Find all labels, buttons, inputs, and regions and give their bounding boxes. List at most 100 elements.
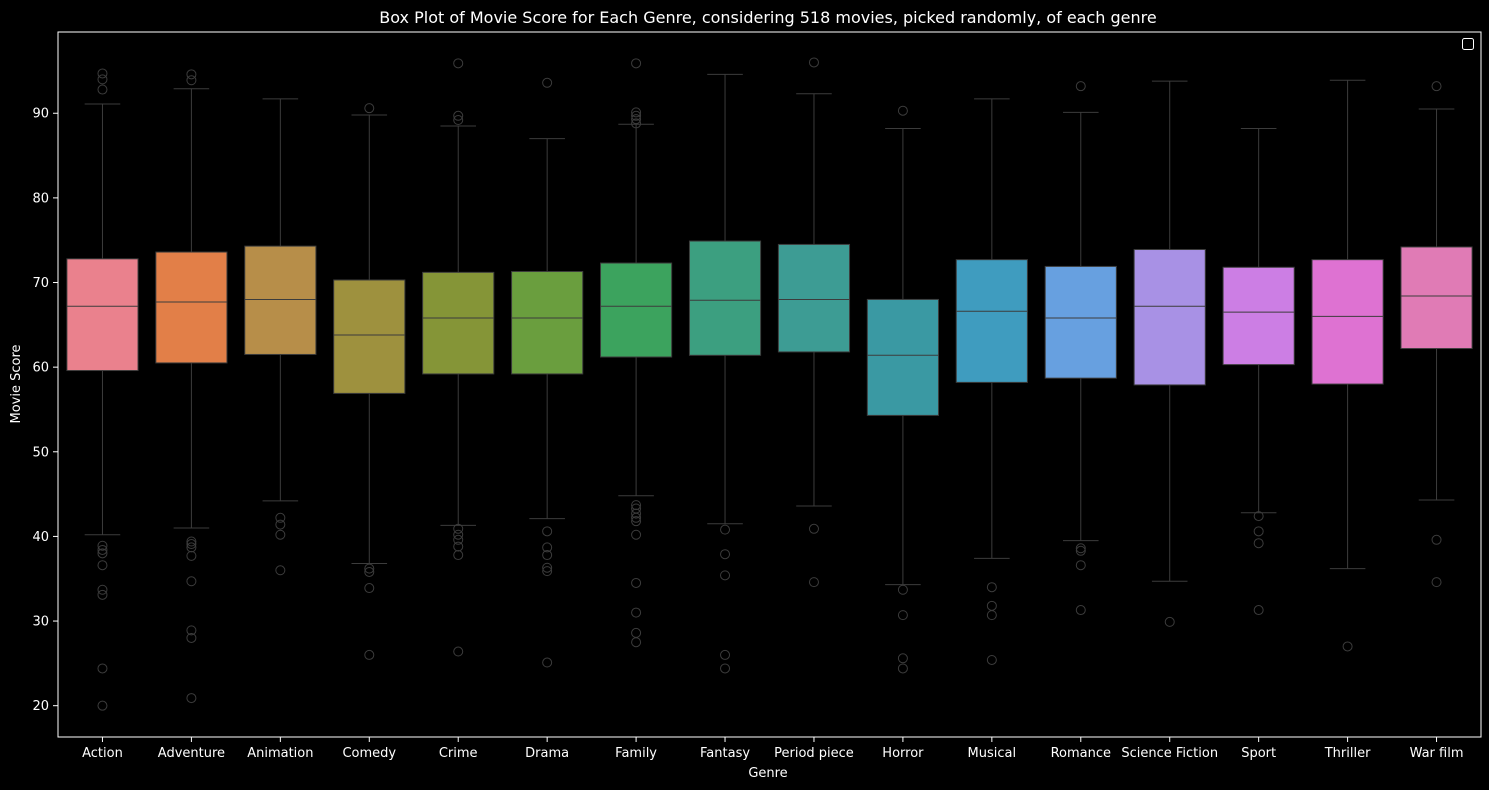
outlier-point [364,563,375,574]
outlier-point [97,560,108,571]
iqr-box [955,259,1028,383]
outlier-point [1253,605,1264,616]
iqr-box [1044,265,1117,379]
outlier-point [186,536,197,547]
outlier-point [631,577,642,588]
iqr-box [1311,259,1384,385]
outlier-point [542,77,553,88]
iqr-box [511,271,584,375]
x-tick-label: Crime [439,746,478,761]
outlier-point [186,576,197,587]
outlier-point [97,540,108,551]
outlier-point [631,512,642,523]
y-tick-label: 50 [32,445,49,460]
outlier-point [186,550,197,561]
outlier-point [364,566,375,577]
outlier-point [453,115,464,126]
outlier-point [186,632,197,643]
box-action [66,68,139,711]
x-tick-label: Sport [1241,746,1276,761]
box-animation [244,98,317,576]
outlier-point [720,663,731,674]
outlier-point [631,500,642,511]
outlier-point [631,516,642,527]
outlier-point [808,523,819,534]
outlier-point [1075,545,1086,556]
outlier-point [897,653,908,664]
outlier-point [186,75,197,86]
outlier-point [631,58,642,69]
outlier-point [1431,81,1442,92]
outlier-point [897,584,908,595]
iqr-box [244,245,317,355]
outlier-point [720,524,731,535]
chart-title: Box Plot of Movie Score for Each Genre, … [379,8,1156,27]
y-tick-label: 70 [32,276,49,291]
outlier-point [631,529,642,540]
outlier-point [1075,605,1086,616]
outlier-point [1431,534,1442,545]
box-thriller [1311,79,1384,652]
outlier-point [275,565,286,576]
outlier-point [1075,543,1086,554]
outlier-point [631,508,642,519]
outlier-point [897,610,908,621]
outlier-point [275,519,286,530]
outlier-point [453,646,464,657]
outlier-point [986,654,997,665]
iqr-box [777,243,851,353]
legend-box [1462,38,1474,50]
box-horror [866,105,939,674]
outlier-point [986,582,997,593]
iqr-box [600,262,673,358]
outlier-point [453,523,464,534]
outlier-point [453,110,464,121]
outlier-point [631,110,642,121]
outlier-point [186,69,197,80]
y-tick-label: 80 [32,191,49,206]
box-sport [1222,127,1295,616]
outlier-point [986,610,997,621]
outlier-point [97,84,108,95]
outlier-point [97,74,108,85]
box-science-fiction [1133,80,1206,627]
x-tick-label: Drama [525,746,569,761]
outlier-point [186,539,197,550]
x-tick-label: War film [1410,746,1464,761]
plot-frame [57,31,1482,738]
outlier-point [631,118,642,129]
outlier-point [275,512,286,523]
outlier-point [720,549,731,560]
boxes-layer [66,57,1473,711]
x-axis: Action Adventure Animation Comedy Crime Drama… [82,737,1464,761]
x-axis-label: Genre [748,766,787,781]
iqr-box [155,251,228,364]
outlier-point [897,663,908,674]
iqr-box [333,279,406,394]
outlier-point [1075,81,1086,92]
outlier-point [364,649,375,660]
x-tick-label: Family [615,746,657,761]
x-tick-label: Adventure [158,746,225,761]
box-comedy [333,103,406,660]
outlier-point [186,693,197,704]
outlier-point [97,663,108,674]
iqr-box [866,298,939,416]
outlier-point [808,57,819,68]
outlier-point [1431,577,1442,588]
box-period-piece [777,57,851,588]
outlier-point [97,584,108,595]
outlier-point [720,649,731,660]
x-tick-label: Thriller [1324,746,1371,761]
box-drama [511,77,584,668]
outlier-point [97,589,108,600]
outlier-point [1253,511,1264,522]
outlier-point [542,566,553,577]
outlier-point [720,570,731,581]
box-family [600,58,673,648]
outlier-point [808,577,819,588]
outlier-point [453,529,464,540]
outlier-point [631,607,642,618]
outlier-point [97,700,108,711]
